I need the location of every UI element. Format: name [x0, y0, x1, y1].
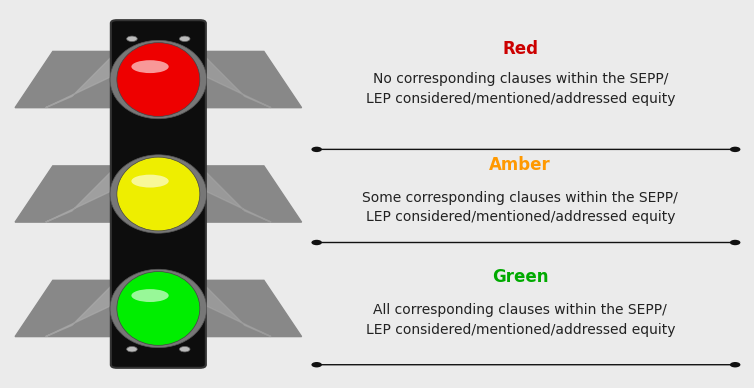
Polygon shape [200, 280, 271, 336]
Polygon shape [200, 280, 302, 336]
Ellipse shape [117, 43, 200, 116]
Ellipse shape [110, 269, 207, 348]
Polygon shape [45, 166, 117, 222]
Text: Amber: Amber [489, 156, 551, 174]
Polygon shape [200, 166, 302, 222]
Text: All corresponding clauses within the SEPP/
LEP considered/mentioned/addressed eq: All corresponding clauses within the SEP… [366, 303, 675, 337]
Polygon shape [15, 280, 117, 336]
Ellipse shape [117, 272, 200, 345]
Ellipse shape [131, 175, 169, 187]
Ellipse shape [131, 60, 169, 73]
Polygon shape [200, 51, 271, 108]
Circle shape [730, 147, 740, 152]
Circle shape [730, 240, 740, 245]
Circle shape [311, 362, 322, 367]
Ellipse shape [131, 289, 169, 302]
Ellipse shape [110, 40, 207, 119]
Text: Some corresponding clauses within the SEPP/
LEP considered/mentioned/addressed e: Some corresponding clauses within the SE… [363, 191, 678, 224]
Polygon shape [200, 51, 302, 108]
Circle shape [730, 362, 740, 367]
FancyBboxPatch shape [111, 20, 206, 368]
Circle shape [127, 346, 137, 352]
Polygon shape [15, 51, 117, 108]
Text: No corresponding clauses within the SEPP/
LEP considered/mentioned/addressed equ: No corresponding clauses within the SEPP… [366, 73, 675, 106]
Circle shape [179, 346, 190, 352]
Polygon shape [45, 280, 117, 336]
Circle shape [127, 36, 137, 42]
Ellipse shape [110, 155, 207, 233]
Circle shape [179, 36, 190, 42]
Polygon shape [45, 51, 117, 108]
Polygon shape [15, 166, 117, 222]
Text: Green: Green [492, 268, 548, 286]
Text: Red: Red [502, 40, 538, 57]
Circle shape [311, 147, 322, 152]
Polygon shape [200, 166, 271, 222]
Circle shape [311, 240, 322, 245]
Ellipse shape [117, 157, 200, 231]
